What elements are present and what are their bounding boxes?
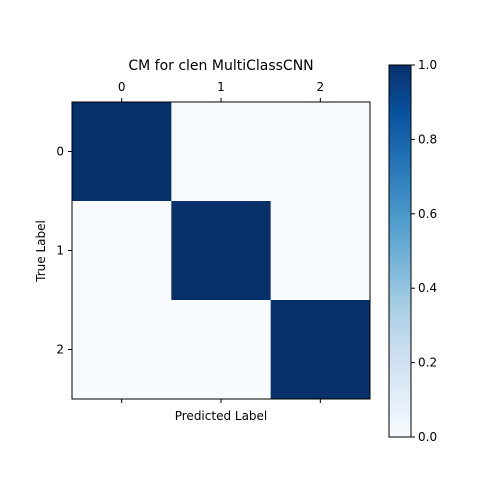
heatmap-cell-1-0 [72, 201, 172, 301]
colorbar-tick-label-3: 0.6 [418, 207, 437, 221]
y-tick-label-1: 1 [56, 244, 64, 258]
colorbar-ticks: 0.0 0.2 0.4 0.6 0.8 1.0 [411, 58, 437, 444]
y-axis-label: True Label [34, 220, 48, 283]
x-axis-label: Predicted Label [175, 409, 268, 423]
colorbar-tick-label-4: 0.8 [418, 132, 437, 146]
colorbar-tick-label-1: 0.2 [418, 356, 437, 370]
colorbar-tick-label-5: 1.0 [418, 58, 437, 72]
x-ticks: 0 1 2 [118, 80, 324, 403]
heatmap-cell-2-0 [72, 300, 172, 400]
chart-title: CM for clen MultiClassCNN [128, 58, 313, 74]
y-tick-label-0: 0 [56, 145, 64, 159]
colorbar-tick-label-0: 0.0 [418, 430, 437, 444]
colorbar-frame [388, 64, 412, 438]
y-tick-label-2: 2 [56, 343, 64, 357]
x-tick-label-0: 0 [118, 80, 126, 94]
heatmap-cell-1-2 [270, 201, 371, 301]
heatmap-cell-2-1 [171, 300, 272, 400]
colorbar-tick-label-2: 0.4 [418, 281, 437, 295]
heatmap-cells [72, 102, 371, 400]
heatmap-cell-0-2 [270, 102, 371, 202]
x-tick-label-1: 1 [217, 80, 225, 94]
heatmap-cell-0-0 [72, 102, 172, 202]
heatmap-cell-2-2 [270, 300, 371, 400]
y-ticks: 0 1 2 [56, 145, 72, 357]
x-tick-label-2: 2 [317, 80, 325, 94]
heatmap-cell-1-1 [171, 201, 272, 301]
heatmap-cell-0-1 [171, 102, 272, 202]
colorbar [389, 65, 411, 437]
